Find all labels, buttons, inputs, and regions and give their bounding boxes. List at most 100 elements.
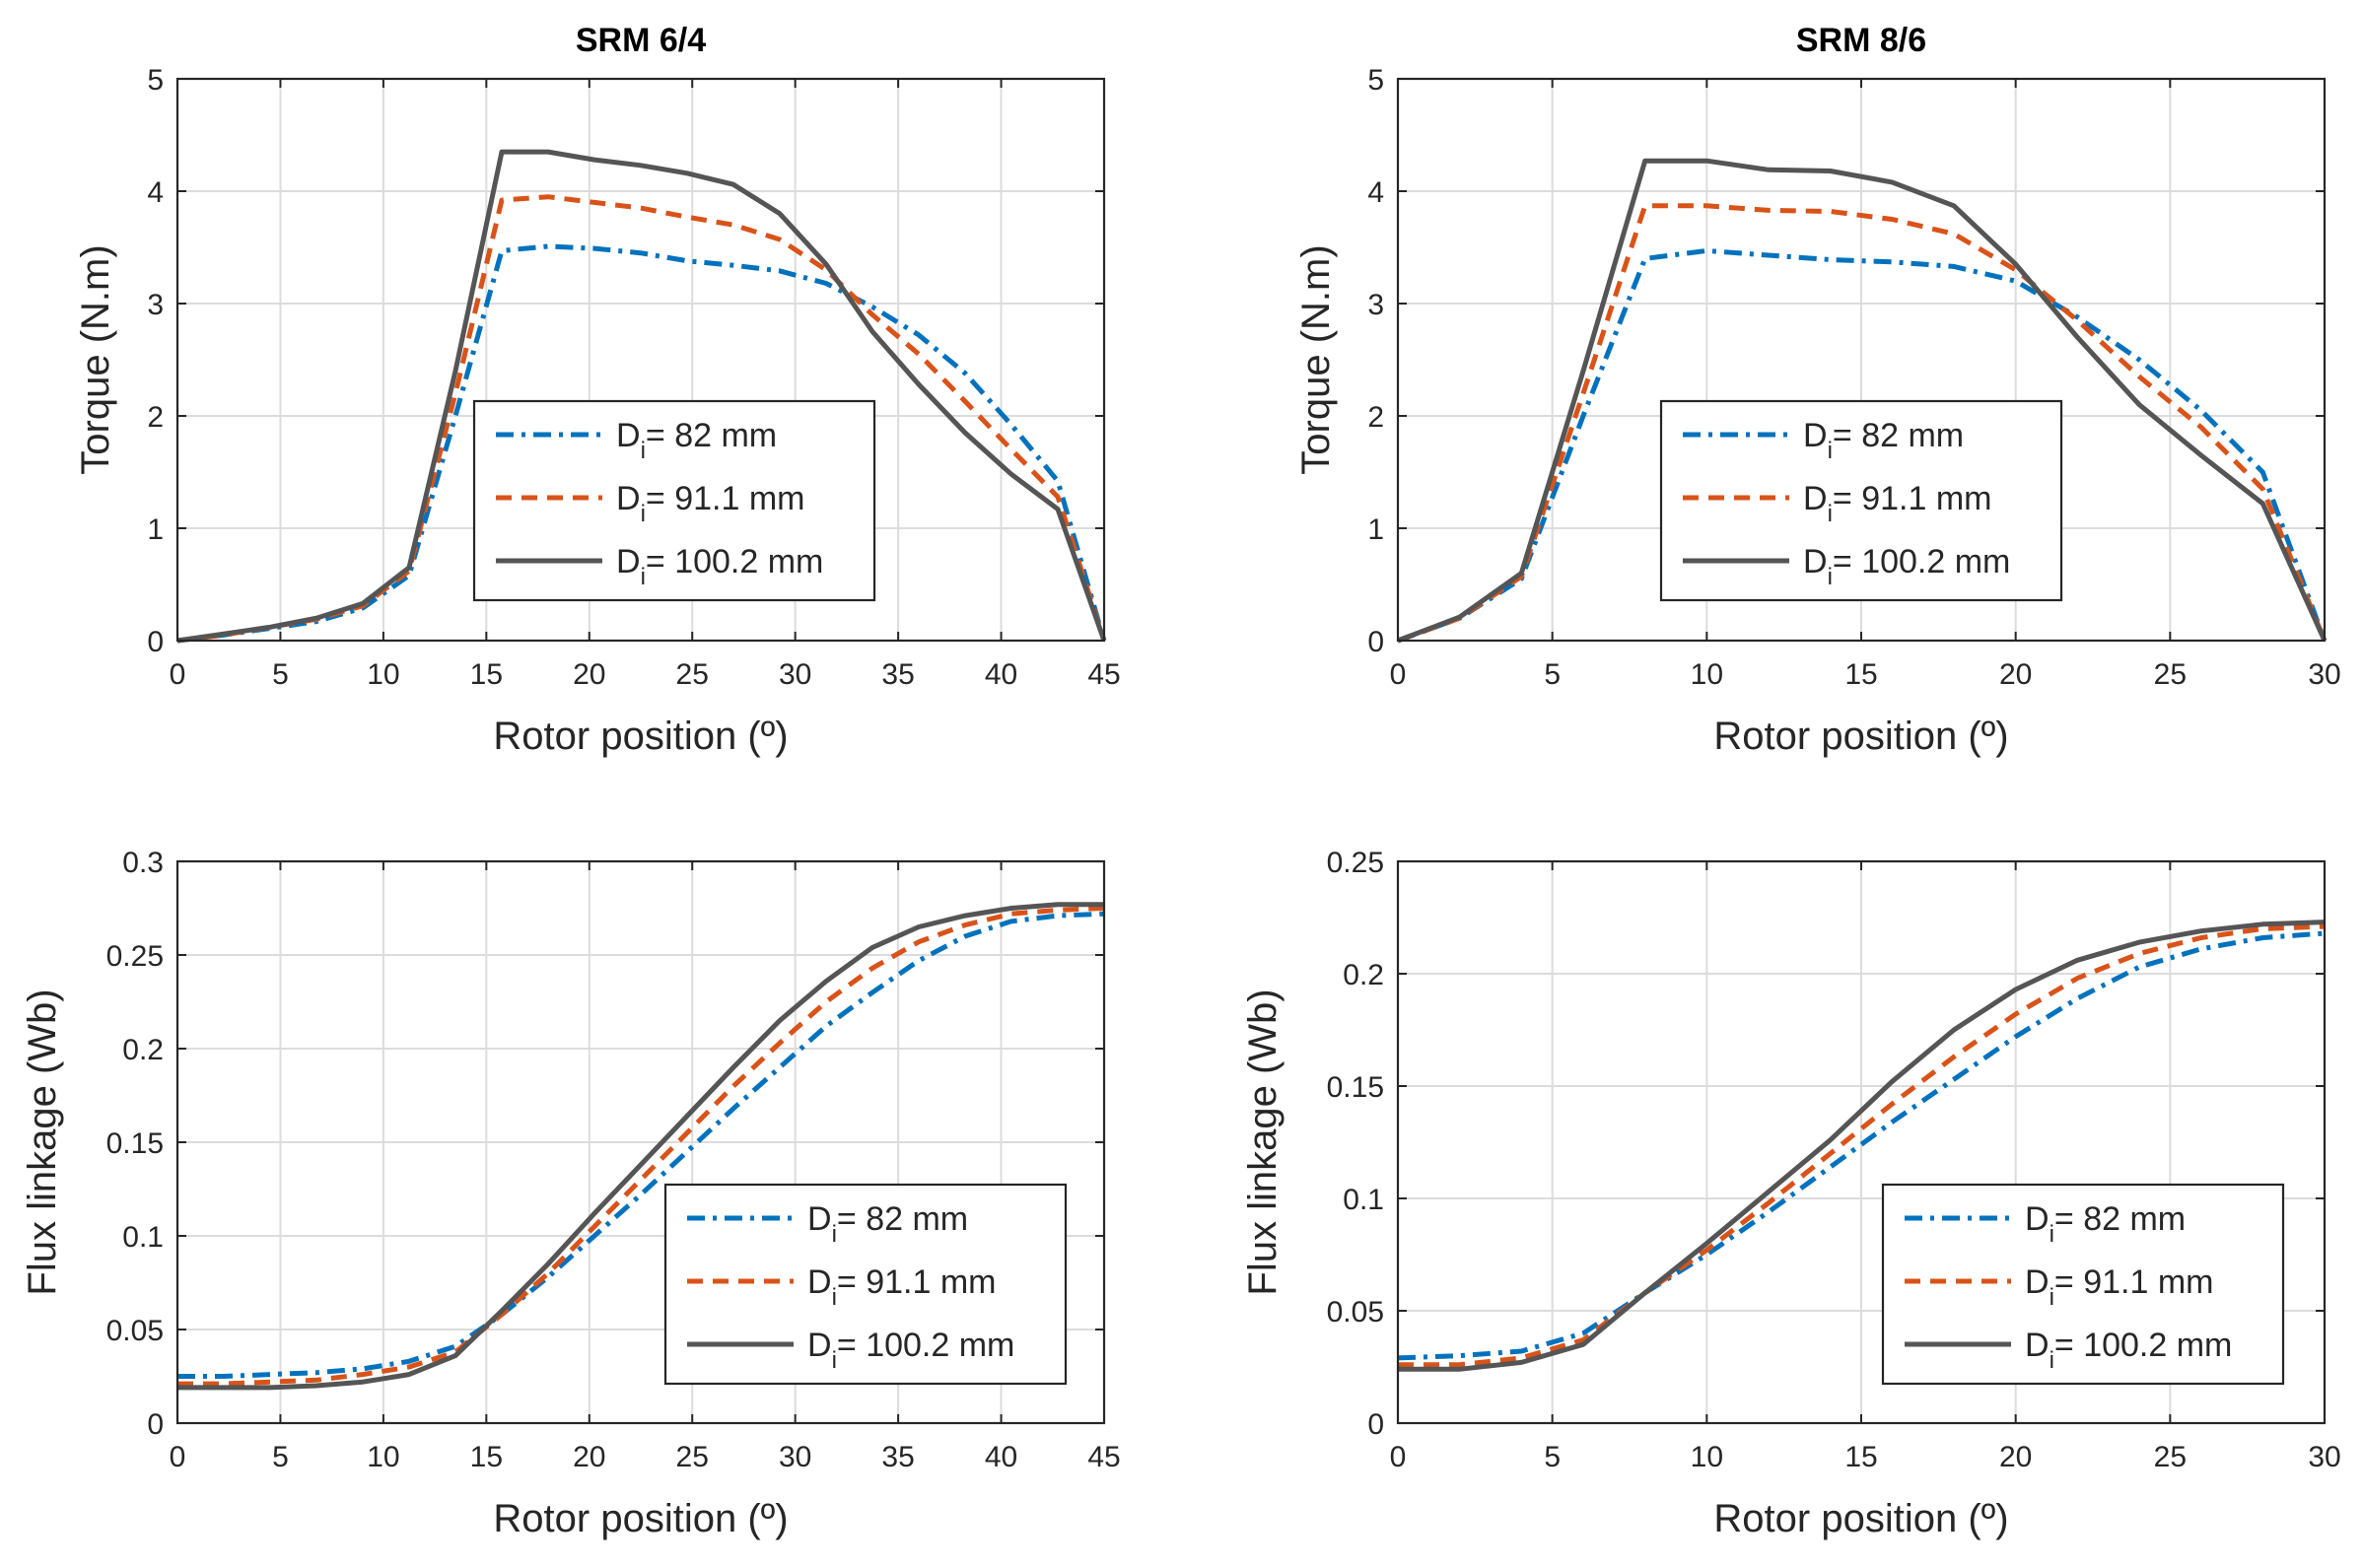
x-tick-label: 0 [1390,1441,1407,1473]
series-line-2 [177,906,1105,1387]
y-tick-label: 0.3 [122,847,164,879]
legend-label-3: Di= 100.2 mm [1803,543,2010,590]
y-tick-label: 1 [1367,513,1384,546]
y-axis-label: Torque (N.m) [1294,244,1338,474]
x-tick-label: 10 [367,1441,399,1473]
chart-panel-3: 0 5 10 15 20 25 30 35 40 45 0 0.05 0.1 0.15 0.2 0.25 0.3… [21,847,1121,1540]
x-tick-label: 0 [170,1441,186,1473]
y-tick-label: 0.25 [106,940,164,973]
x-tick-label: 15 [470,658,503,691]
legend-label-3: Di= 100.2 mm [616,543,823,590]
x-tick-label: 30 [779,1441,811,1473]
chart-title: SRM 6/4 [576,22,706,59]
axes-box [175,77,1106,643]
x-tick-label: 20 [1999,1441,2032,1473]
x-tick-label: 15 [1844,658,1877,691]
y-tick-label: 5 [1367,64,1384,97]
x-tick-label: 15 [470,1441,503,1473]
chart-title: SRM 8/6 [1796,22,1926,59]
y-tick-label: 0.2 [1343,959,1384,991]
x-tick-label: 45 [1087,658,1120,691]
x-tick-label: 0 [170,658,186,691]
x-tick-label: 10 [1691,1441,1723,1473]
series-line-1 [177,911,1105,1379]
legend-label-2: Di= 91.1 mm [616,480,804,527]
legend: Di= 82 mm Di= 91.1 mm Di= 100.2 mm [1881,1183,2285,1386]
x-tick-label: 30 [779,658,811,691]
y-tick-label: 0 [1367,626,1384,658]
axes-box [175,859,1106,1425]
legend-label-1: Di= 82 mm [616,417,777,464]
legend-label-2: Di= 91.1 mm [807,1263,996,1311]
legend: Di= 82 mm Di= 91.1 mm Di= 100.2 mm [472,399,876,602]
series-line-1 [1397,247,2328,644]
y-tick-label: 0.25 [1327,847,1384,879]
y-tick-label: 0.2 [122,1034,164,1066]
y-tick-label: 0 [1367,1408,1384,1441]
x-tick-label: 5 [1544,1441,1561,1473]
series-line-3 [177,902,1104,1391]
y-tick-label: 3 [147,289,164,321]
y-tick-label: 4 [1367,176,1384,209]
x-tick-label: 20 [1999,658,2032,691]
x-tick-label: 0 [1390,658,1407,691]
chart-panel-2: 0 5 10 15 20 25 30 0 1 2 3 4 5 SRM 8/6 Rotor position … [1294,22,2341,758]
legend-label-1: Di= 82 mm [2025,1200,2186,1248]
y-tick-label: 0.05 [1327,1296,1384,1329]
legend-label-1: Di= 82 mm [807,1200,968,1248]
x-tick-label: 45 [1087,1441,1120,1473]
x-tick-label: 40 [985,1441,1017,1473]
x-axis-label: Rotor position (º) [493,1497,788,1540]
legend: Di= 82 mm Di= 91.1 mm Di= 100.2 mm [1659,399,2063,602]
x-tick-label: 20 [573,1441,605,1473]
legend: Di= 82 mm Di= 91.1 mm Di= 100.2 mm [663,1183,1068,1386]
axes-box [1396,77,2327,643]
y-tick-label: 0.05 [106,1315,164,1347]
x-tick-label: 25 [676,658,709,691]
chart-panel-4: 0 5 10 15 20 25 30 0 0.05 0.1 0.15 0.2 0.25 Rotor pos… [1241,847,2341,1540]
x-tick-label: 10 [367,658,399,691]
x-tick-label: 35 [881,1441,914,1473]
y-tick-label: 2 [147,401,164,434]
y-axis-label: Flux linkage (Wb) [1241,989,1285,1295]
y-tick-label: 0.1 [122,1221,164,1254]
y-tick-label: 3 [1367,289,1384,321]
y-tick-label: 2 [1367,401,1384,434]
legend-label-2: Di= 91.1 mm [2025,1263,2213,1311]
series-line-3 [176,149,1107,644]
y-tick-label: 5 [147,64,164,97]
series-line-1 [1397,930,2326,1361]
y-tick-label: 0.1 [1343,1184,1384,1216]
x-tick-label: 5 [272,658,289,691]
legend-label-2: Di= 91.1 mm [1803,480,1991,527]
x-axis-label: Rotor position (º) [1713,715,2008,758]
legend-label-3: Di= 100.2 mm [2025,1327,2232,1374]
x-tick-label: 15 [1844,1441,1877,1473]
y-axis-label: Torque (N.m) [74,244,117,474]
legend-label-3: Di= 100.2 mm [807,1327,1014,1374]
x-tick-label: 20 [573,658,605,691]
x-axis-label: Rotor position (º) [493,715,788,758]
x-tick-label: 30 [2308,1441,2340,1473]
x-tick-label: 25 [2154,658,2187,691]
x-tick-label: 25 [2154,1441,2187,1473]
y-tick-label: 0.15 [106,1127,164,1160]
series-line-3 [1398,920,2326,1372]
x-tick-label: 25 [676,1441,709,1473]
y-tick-label: 0.15 [1327,1071,1384,1104]
axes-box [1396,859,2327,1425]
series-line-2 [1398,923,2326,1368]
x-tick-label: 40 [985,658,1017,691]
series-line-2 [1397,203,2328,644]
y-tick-label: 4 [147,176,164,209]
x-tick-label: 30 [2308,658,2340,691]
x-tick-label: 10 [1691,658,1723,691]
y-tick-label: 1 [147,513,164,546]
y-tick-label: 0 [147,626,164,658]
y-tick-label: 0 [147,1408,164,1441]
x-axis-label: Rotor position (º) [1713,1497,2008,1540]
y-axis-label: Flux linkage (Wb) [21,989,64,1295]
series-line-3 [1397,158,2328,644]
x-tick-label: 35 [881,658,914,691]
